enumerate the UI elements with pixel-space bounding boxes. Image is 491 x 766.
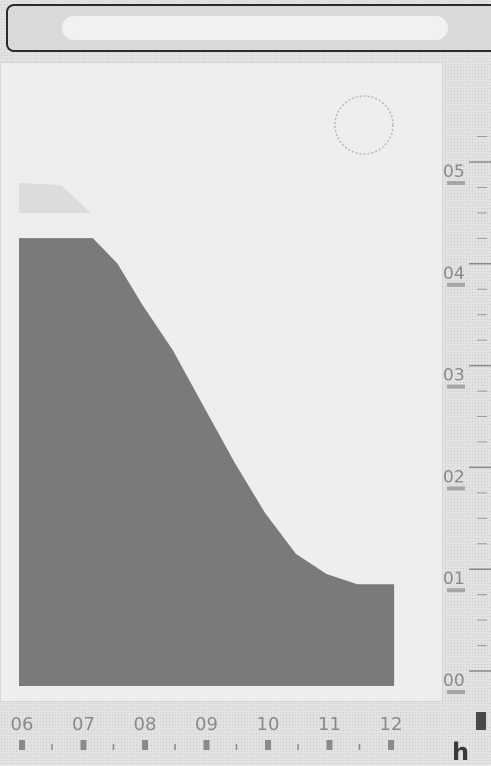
y-tick-marker bbox=[447, 486, 465, 491]
top-toolbar bbox=[6, 4, 491, 52]
x-tick-label: 06 bbox=[11, 714, 34, 735]
axis-unit-label: h bbox=[452, 738, 470, 766]
x-tick-marker bbox=[388, 740, 394, 750]
y-tick-label: 02 bbox=[443, 467, 465, 487]
x-tick-label: 12 bbox=[380, 714, 403, 735]
search-field[interactable] bbox=[62, 16, 448, 40]
x-tick-marker bbox=[203, 740, 210, 750]
x-axis-ticks: 06 07 08 09 10 11 12 bbox=[11, 714, 403, 750]
y-tick-label: 04 bbox=[443, 264, 465, 284]
x-tick-marker bbox=[19, 740, 25, 750]
x-tick-marker bbox=[80, 740, 87, 750]
y-tick-marker bbox=[447, 384, 465, 389]
y-tick-label: 01 bbox=[443, 569, 465, 589]
y-axis: 00 01 02 03 04 05 bbox=[443, 62, 491, 702]
y-tick-label: 03 bbox=[443, 366, 465, 386]
x-tick-label: 11 bbox=[318, 714, 341, 735]
chart-plot bbox=[19, 95, 395, 686]
x-tick-marker bbox=[142, 740, 148, 750]
corner-marker bbox=[476, 712, 486, 730]
sun-icon bbox=[334, 95, 394, 155]
series-area bbox=[19, 238, 395, 686]
x-tick-marker bbox=[326, 740, 333, 750]
area-shadow bbox=[19, 183, 91, 213]
x-tick-label: 09 bbox=[195, 714, 218, 735]
x-axis: 06 07 08 09 10 11 12 bbox=[0, 708, 443, 764]
y-tick-marker bbox=[447, 282, 465, 287]
x-tick-marker bbox=[265, 740, 271, 750]
y-tick-label: 00 bbox=[443, 671, 465, 691]
x-tick-label: 08 bbox=[134, 714, 157, 735]
y-tick-marker bbox=[447, 181, 465, 185]
area-chart bbox=[0, 62, 443, 702]
y-axis-ticks: 00 01 02 03 04 05 bbox=[443, 136, 491, 694]
y-tick-marker bbox=[447, 588, 465, 593]
y-tick-marker bbox=[447, 690, 465, 694]
x-tick-label: 07 bbox=[72, 714, 95, 735]
y-tick-label: 05 bbox=[443, 162, 465, 182]
x-tick-label: 10 bbox=[257, 714, 280, 735]
